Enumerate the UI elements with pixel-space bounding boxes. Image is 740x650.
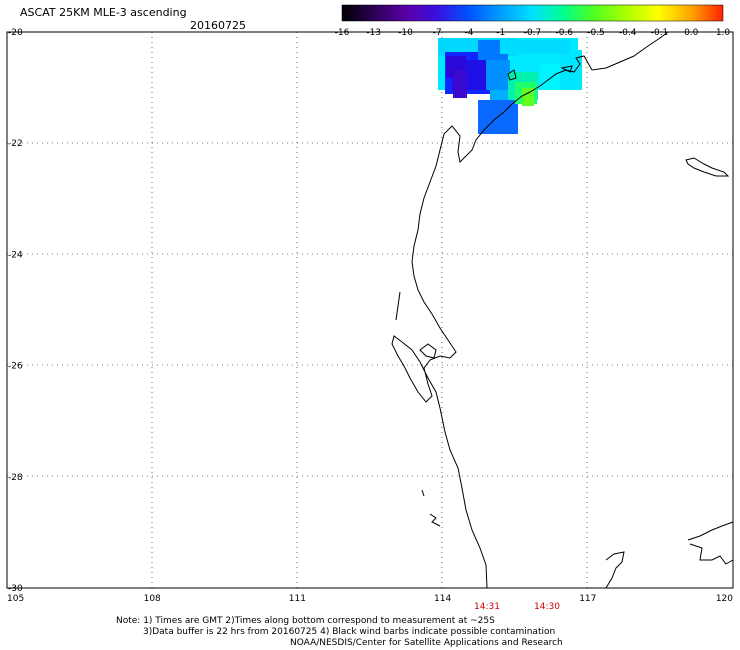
map-frame — [6, 31, 734, 589]
lat-tick-label: -30 — [8, 584, 23, 594]
lon-tick-label: 114 — [434, 594, 451, 604]
lat-tick-label: -20 — [8, 28, 23, 38]
colorbar: -16 -13 -10 -7 -4 -1 -0.7 -0.6 -0.5 -0.4 -0.1 0.0 1.… — [335, 4, 731, 38]
lon-tick-label: 120 — [716, 594, 733, 604]
swath-time-label: 14:30 — [534, 602, 560, 612]
footnote-line-2: 3)Data buffer is 22 hrs from 20160725 4)… — [143, 627, 556, 637]
wind-data-swath — [438, 38, 582, 134]
graticule — [7, 32, 733, 588]
swath-time-label: 14:31 — [474, 602, 500, 612]
colorbar-label: -0.7 — [524, 28, 542, 38]
colorbar-label: -0.6 — [555, 28, 573, 38]
lat-tick-label: -22 — [8, 139, 23, 149]
colorbar-label: -0.4 — [619, 28, 637, 38]
coastline — [391, 31, 734, 589]
colorbar-label: 0.0 — [684, 28, 699, 38]
lon-tick-label: 117 — [579, 594, 596, 604]
lon-tick-label: 111 — [289, 594, 306, 604]
colorbar-label: -16 — [335, 28, 350, 38]
lat-tick-label: -28 — [8, 473, 23, 483]
lon-tick-label: 108 — [144, 594, 161, 604]
colorbar-label: -0.5 — [587, 28, 605, 38]
colorbar-label: -1 — [496, 28, 505, 38]
lat-tick-label: -26 — [8, 362, 23, 372]
colorbar-label: -4 — [465, 28, 474, 38]
colorbar-label: -0.1 — [651, 28, 669, 38]
lat-tick-label: -24 — [8, 250, 23, 260]
footnote-line-3: NOAA/NESDIS/Center for Satellite Applica… — [290, 638, 563, 648]
colorbar-label: -7 — [433, 28, 442, 38]
footnote-line-1: Note: 1) Times are GMT 2)Times along bot… — [116, 616, 495, 626]
chart-date: 20160725 — [190, 19, 246, 32]
colorbar-label: 1.0 — [716, 28, 731, 38]
colorbar-label: -13 — [366, 28, 381, 38]
colorbar-label: -10 — [398, 28, 413, 38]
chart-title: ASCAT 25KM MLE-3 ascending — [20, 6, 187, 19]
lon-tick-label: 105 — [7, 594, 24, 604]
